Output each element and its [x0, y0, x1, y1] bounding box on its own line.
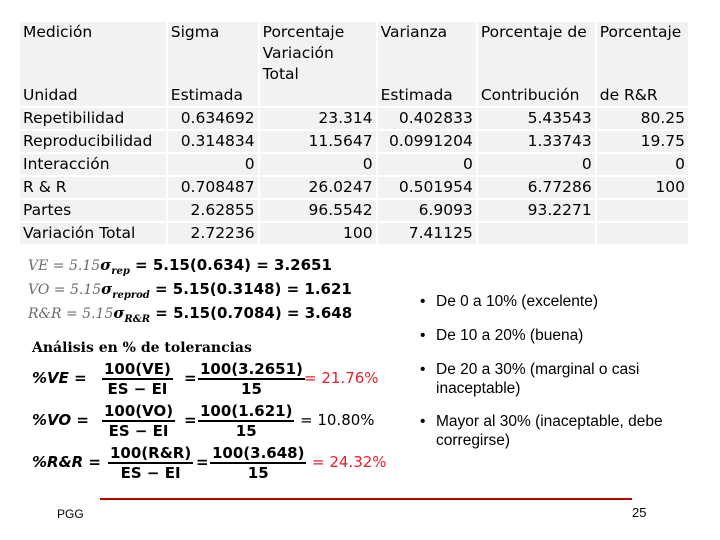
footer-divider	[100, 498, 632, 500]
list-item: • Mayor al 30% (inaceptable, debe corregi…	[420, 413, 663, 449]
table-row: Repetibilidad 0.634692 23.314 0.402833 5…	[20, 108, 688, 129]
tolerance-rr-result: = 24.32%	[312, 453, 387, 471]
cell: 7.41125	[377, 223, 476, 244]
tolerance-title: Análisis en % de tolerancias	[32, 340, 252, 356]
header-cell-porcentaje-rr: Porcentaje de R&R	[596, 22, 688, 106]
row-label: Variación Total	[20, 223, 166, 244]
formula-ve: VE = 5.15σrep = 5.15(0.634) = 3.2651	[28, 256, 332, 277]
cell: 0	[596, 154, 688, 175]
cell: 0.708487	[167, 177, 258, 198]
row-label: R & R	[20, 177, 166, 198]
cell: 1.33743	[477, 131, 595, 152]
cell: 0	[259, 154, 376, 175]
header-cell-porcentaje-variacion: Porcentaje Variación Total	[259, 22, 376, 106]
cell: 5.43543	[477, 108, 595, 129]
list-item: • De 20 a 30% (marginal o casi inaceptabl…	[420, 361, 640, 397]
cell: 19.75	[596, 131, 688, 152]
table-row: Reproducibilidad 0.314834 11.5647 0.0991…	[20, 131, 688, 152]
table-row: Variación Total 2.72236 100 7.41125	[20, 223, 688, 244]
cell	[596, 223, 688, 244]
tolerance-rr-equation: %R&R = 100(R&R) ES − EI = 100(3.648) 15 = …	[32, 444, 387, 482]
formula-vo: VO = 5.15σreprod = 5.15(0.3148) = 1.621	[28, 280, 352, 301]
cell: 0	[167, 154, 258, 175]
gage-rr-table: Medición Unidad Sigma Estimada Porcentaje V…	[18, 20, 690, 246]
cell: 96.5542	[259, 200, 376, 221]
header-cell-sigma: Sigma Estimada	[167, 22, 258, 106]
cell: 0.0991204	[377, 131, 476, 152]
row-label: Repetibilidad	[20, 108, 166, 129]
cell: 0.402833	[377, 108, 476, 129]
cell: 80.25	[596, 108, 688, 129]
table-row: Interacción 0 0 0 0 0	[20, 154, 688, 175]
cell: 0	[377, 154, 476, 175]
formula-rr: R&R = 5.15σR&R = 5.15(0.7084) = 3.648	[28, 304, 353, 325]
cell	[596, 200, 688, 221]
tolerance-vo-equation: %VO = 100(VO) ES − EI = 100(1.621) 15 = 10…	[32, 402, 375, 440]
row-label: Reproducibilidad	[20, 131, 166, 152]
table-header-row: Medición Unidad Sigma Estimada Porcentaje V…	[20, 22, 688, 106]
header-cell-medicion: Medición Unidad	[20, 22, 166, 106]
cell: 100	[259, 223, 376, 244]
tolerance-ve-result: = 21.76%	[304, 369, 379, 387]
cell: 0.634692	[167, 108, 258, 129]
row-label: Partes	[20, 200, 166, 221]
page-number: 25	[632, 505, 647, 520]
cell: 100	[596, 177, 688, 198]
cell: 93.2271	[477, 200, 595, 221]
cell: 2.72236	[167, 223, 258, 244]
table-row: R & R 0.708487 26.0247 0.501954 6.77286 …	[20, 177, 688, 198]
tolerance-ve-equation: %VE = 100(VE) ES − EI = 100(3.2651) 15 = 2…	[32, 360, 379, 398]
cell: 0	[477, 154, 595, 175]
list-item: • De 10 a 20% (buena)	[420, 327, 584, 344]
cell: 0.314834	[167, 131, 258, 152]
cell: 11.5647	[259, 131, 376, 152]
header-cell-porcentaje-contribucion: Porcentaje de Contribución	[477, 22, 595, 106]
cell: 6.9093	[377, 200, 476, 221]
list-item: • De 0 a 10% (excelente)	[420, 293, 598, 310]
formula-block: VE = 5.15σrep = 5.15(0.634) = 3.2651 VO …	[28, 256, 418, 482]
cell	[477, 223, 595, 244]
table-row: Partes 2.62855 96.5542 6.9093 93.2271	[20, 200, 688, 221]
header-cell-varianza: Varianza Estimada	[377, 22, 476, 106]
cell: 0.501954	[377, 177, 476, 198]
tolerance-vo-result: = 10.80%	[300, 411, 375, 429]
row-label: Interacción	[20, 154, 166, 175]
footer-author: PGG	[57, 507, 84, 521]
cell: 6.77286	[477, 177, 595, 198]
cell: 23.314	[259, 108, 376, 129]
cell: 26.0247	[259, 177, 376, 198]
cell: 2.62855	[167, 200, 258, 221]
